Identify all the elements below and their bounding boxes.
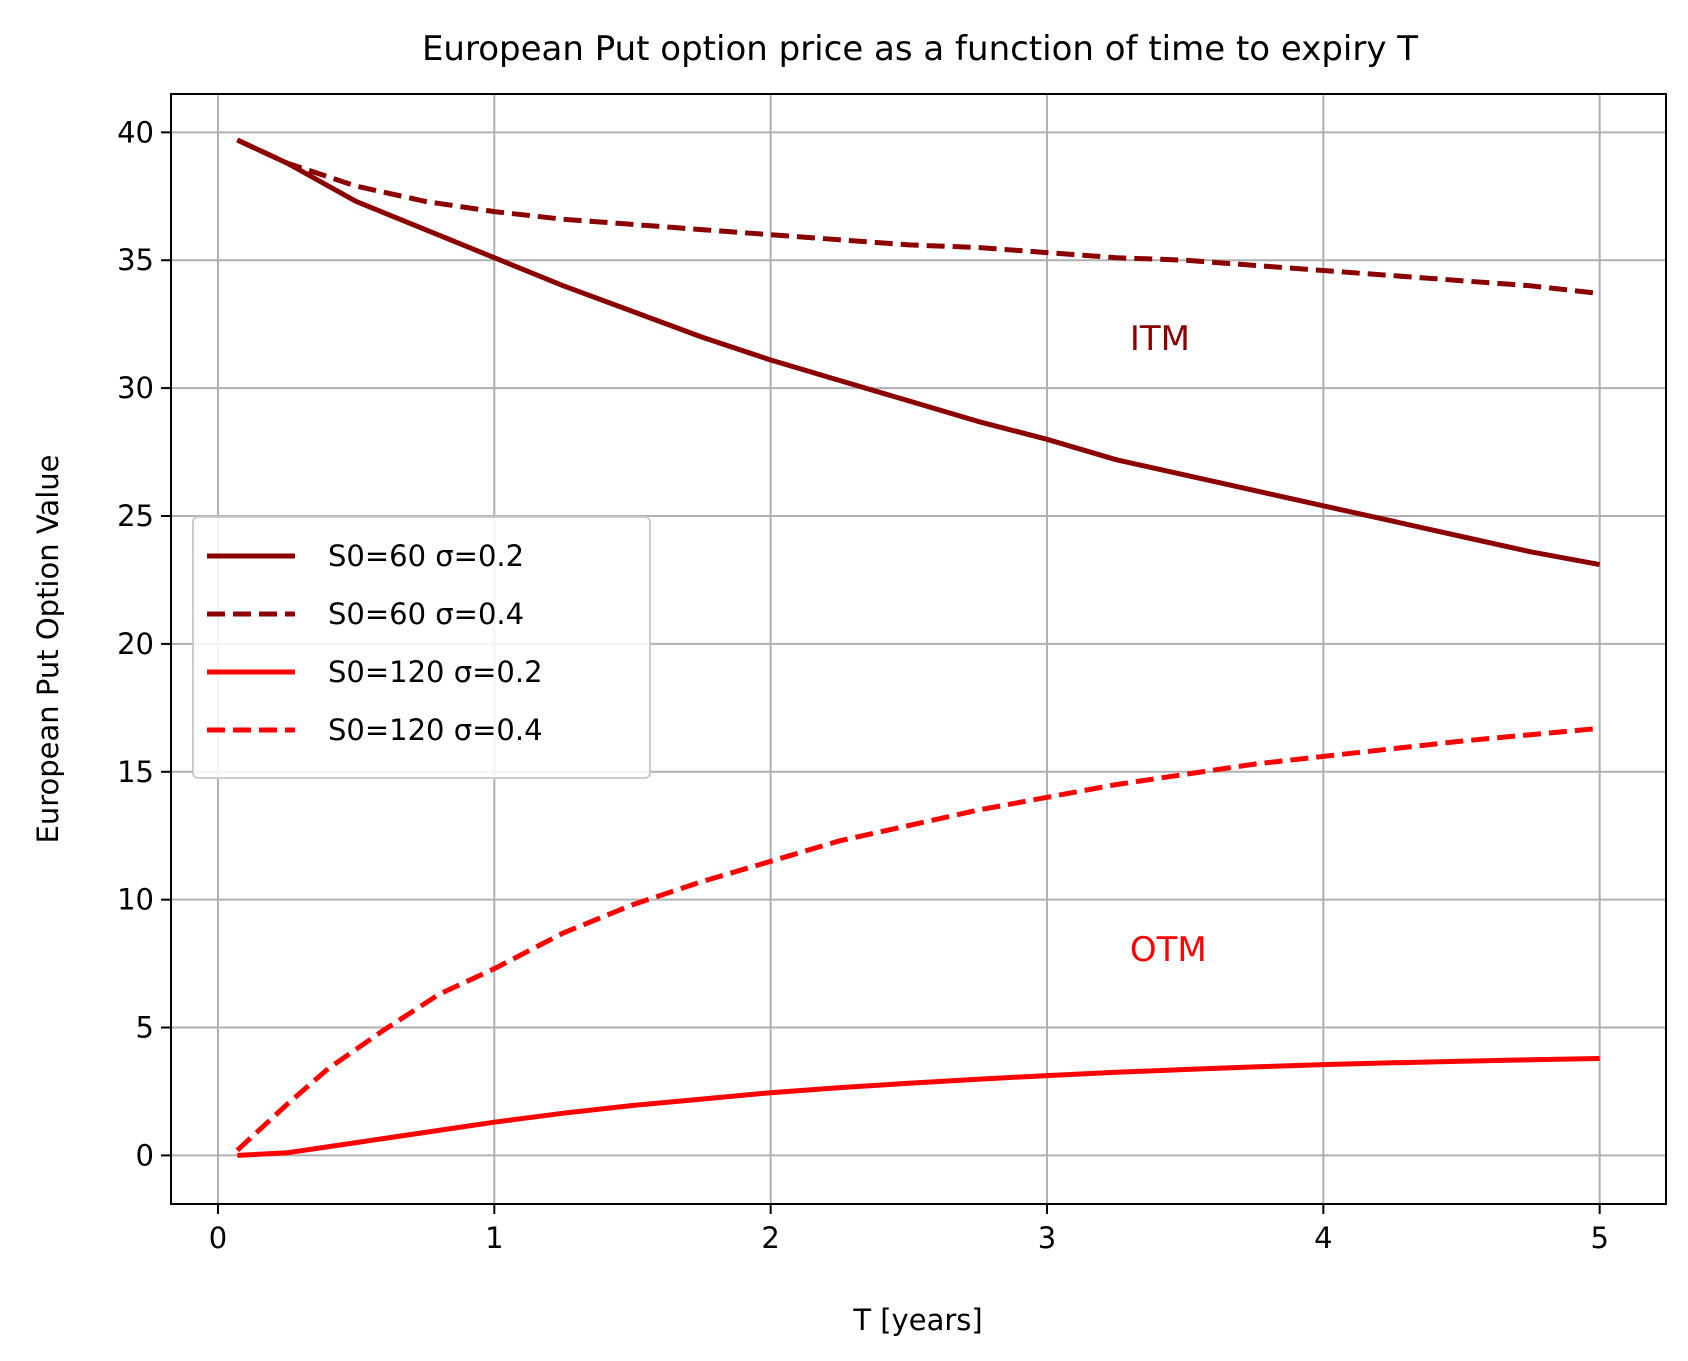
annotation-label: ITM (1130, 319, 1190, 359)
y-tick-label: 30 (117, 371, 154, 405)
y-tick-label: 0 (136, 1138, 154, 1172)
x-tick-label: 1 (485, 1221, 503, 1255)
series-line (236, 137, 1601, 568)
y-tick-label: 20 (117, 627, 154, 661)
axis-ticks: 0 1 2 3 4 5 0 5 10 15 20 25 30 35 40 (117, 115, 1609, 1255)
plot-frame (170, 93, 1667, 1205)
y-tick-label: 15 (117, 755, 154, 789)
y-tick-label: 10 (117, 883, 154, 917)
legend-label: S0=60 σ=0.2 (328, 539, 524, 573)
series-lines (235, 137, 1601, 1158)
legend-label: S0=120 σ=0.2 (328, 655, 543, 689)
legend-box (192, 516, 651, 779)
x-tick-label: 3 (1038, 1221, 1056, 1255)
y-tick-label: 40 (117, 115, 154, 149)
series-line (235, 725, 1600, 1153)
x-tick-label: 4 (1314, 1221, 1332, 1255)
y-axis-title: European Put Option Value (31, 455, 65, 844)
x-tick-label: 5 (1590, 1221, 1608, 1255)
x-axis-title: T [years] (852, 1303, 982, 1337)
annotation-label: OTM (1130, 930, 1207, 970)
annotations: ITM OTM (1130, 319, 1207, 970)
y-tick-label: 35 (117, 243, 154, 277)
x-tick-label: 2 (761, 1221, 779, 1255)
y-tick-label: 5 (136, 1011, 154, 1045)
legend-label: S0=60 σ=0.4 (328, 597, 524, 631)
series-line (237, 1056, 1600, 1158)
chart-title: European Put option price as a function … (422, 29, 1418, 69)
x-tick-label: 0 (209, 1221, 227, 1255)
series-line (236, 137, 1600, 296)
y-tick-label: 25 (117, 499, 154, 533)
grid-lines (171, 94, 1666, 1204)
legend-label: S0=120 σ=0.4 (328, 713, 543, 747)
legend: S0=60 σ=0.2 S0=60 σ=0.4 S0=120 σ=0.2 S0=120… (192, 516, 651, 779)
